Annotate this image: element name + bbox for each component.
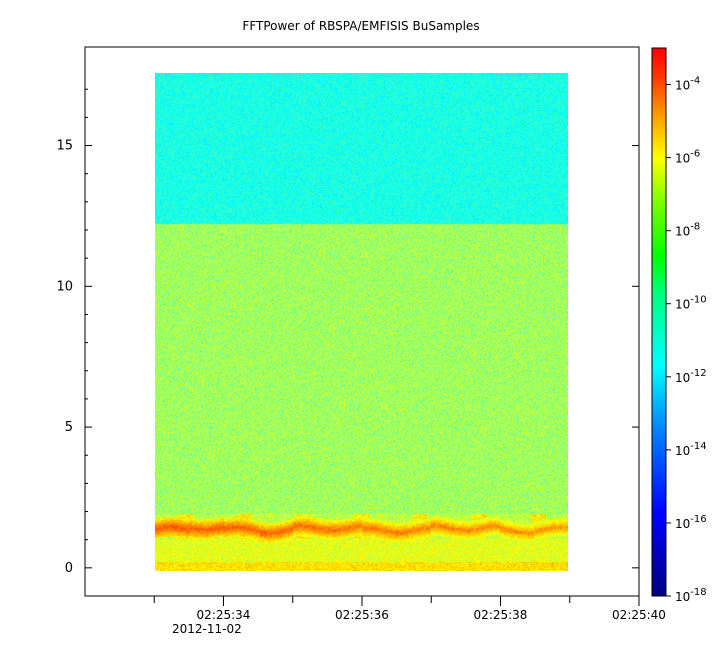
colorbar-tick-label: 10-6 [675,149,700,166]
y-tick-label: 10 [56,279,73,294]
colorbar-tick-label: 10-16 [675,514,707,531]
colorbar-tick-label: 10-14 [675,441,707,458]
colorbar-tick-label: 10-8 [675,222,700,239]
colorbar-tick-label: 10-18 [675,587,707,604]
colorbar-axis: 10-4 10-6 10-8 10-10 10-12 10-14 10-16 10-18 [666,76,707,604]
spectrogram-image-wrapper [155,73,568,571]
colorbar-tick-label: 10-10 [675,295,707,312]
x-tick-label: 02:25:36 [335,608,389,622]
chart-title: FFTPower of RBSPA/EMFISIS BuSamples [242,19,479,33]
date-label: 2012-11-02 [172,622,242,636]
y-tick-label: 5 [65,420,73,435]
y-axis: 0 5 10 15 [56,88,639,576]
y-tick-label: 0 [65,561,73,576]
x-axis: 02:25:34 02:25:36 02:25:38 02:25:40 [153,596,666,622]
colorbar [651,47,667,597]
colorbar-tick-label: 10-12 [675,368,707,385]
x-tick-label: 02:25:40 [612,608,666,622]
colorbar-tick-label: 10-4 [675,76,700,93]
spectrogram-image [155,73,568,571]
x-tick-label: 02:25:38 [474,608,528,622]
x-tick-label: 02:25:34 [197,608,251,622]
y-tick-label: 15 [56,139,73,154]
